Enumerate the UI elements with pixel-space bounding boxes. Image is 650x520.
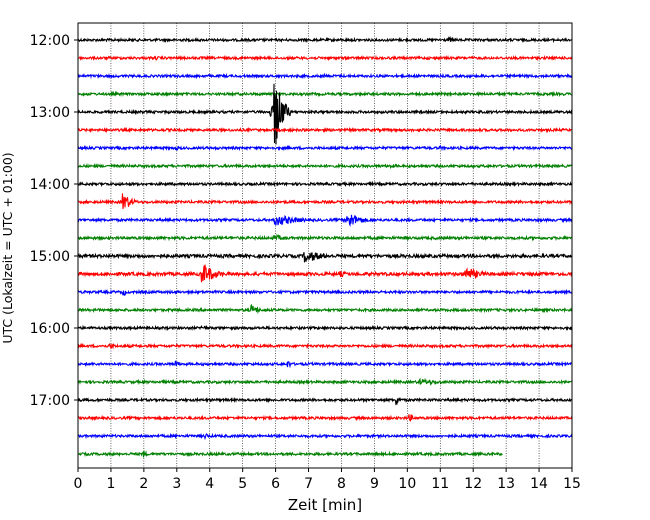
x-tick-label: 1	[106, 476, 115, 492]
trace-layer	[77, 35, 573, 458]
trace-1700	[77, 396, 573, 406]
x-tick-label: 4	[205, 476, 214, 492]
trace-1600	[77, 324, 573, 332]
trace-1430	[77, 214, 573, 228]
trace-1330	[77, 144, 573, 152]
plot-border	[77, 22, 573, 469]
y-tick-label: 16:00	[30, 321, 70, 337]
trace-1645	[77, 377, 573, 386]
x-tick-label: 9	[370, 476, 379, 492]
y-tick-label: 14:00	[30, 177, 70, 193]
trace-1745	[77, 450, 503, 458]
x-tick-label: 15	[563, 476, 581, 492]
x-tick-label: 0	[74, 476, 83, 492]
x-tick-label: 14	[530, 476, 548, 492]
trace-1215	[77, 54, 573, 62]
trace-1530	[77, 288, 573, 296]
x-tick-label: 10	[398, 476, 416, 492]
x-axis-ticks: 0 1 2 3 4 5 6 7 8 9 10 11 12 13 14 15	[74, 468, 581, 492]
trace-1545	[77, 304, 573, 315]
y-tick-label: 12:00	[30, 33, 70, 49]
trace-1245	[77, 90, 573, 98]
trace-1730	[77, 432, 573, 441]
y-tick-label: 15:00	[30, 249, 70, 265]
y-tick-label: 13:00	[30, 105, 70, 121]
trace-1415	[77, 193, 573, 210]
trace-1300	[77, 83, 573, 145]
x-axis-label: Zeit [min]	[288, 496, 362, 514]
x-tick-label: 13	[497, 476, 515, 492]
trace-1445	[77, 233, 573, 242]
x-tick-label: 11	[431, 476, 449, 492]
x-tick-label: 12	[464, 476, 482, 492]
trace-1400	[77, 180, 573, 188]
trace-1515	[77, 264, 573, 283]
y-tick-label: 17:00	[30, 393, 70, 409]
x-tick-label: 5	[238, 476, 247, 492]
y-axis-label: UTC (Lokalzeit = UTC + 01:00)	[0, 152, 15, 343]
trace-1230	[77, 72, 573, 80]
x-tick-label: 6	[271, 476, 280, 492]
trace-1630	[77, 360, 573, 369]
grid-lines	[110, 23, 540, 468]
x-tick-label: 8	[337, 476, 346, 492]
trace-1615	[77, 342, 573, 350]
x-tick-label: 3	[172, 476, 181, 492]
x-tick-label: 2	[139, 476, 148, 492]
trace-1315	[77, 126, 573, 134]
x-tick-label: 7	[304, 476, 313, 492]
trace-1500	[77, 252, 573, 263]
trace-1715	[77, 414, 573, 422]
y-axis-ticks: 12:00 13:00 14:00 15:00 16:00 17:00	[30, 33, 78, 409]
trace-1200	[77, 35, 573, 44]
plot-frame	[77, 22, 573, 469]
trace-1345	[77, 162, 573, 170]
